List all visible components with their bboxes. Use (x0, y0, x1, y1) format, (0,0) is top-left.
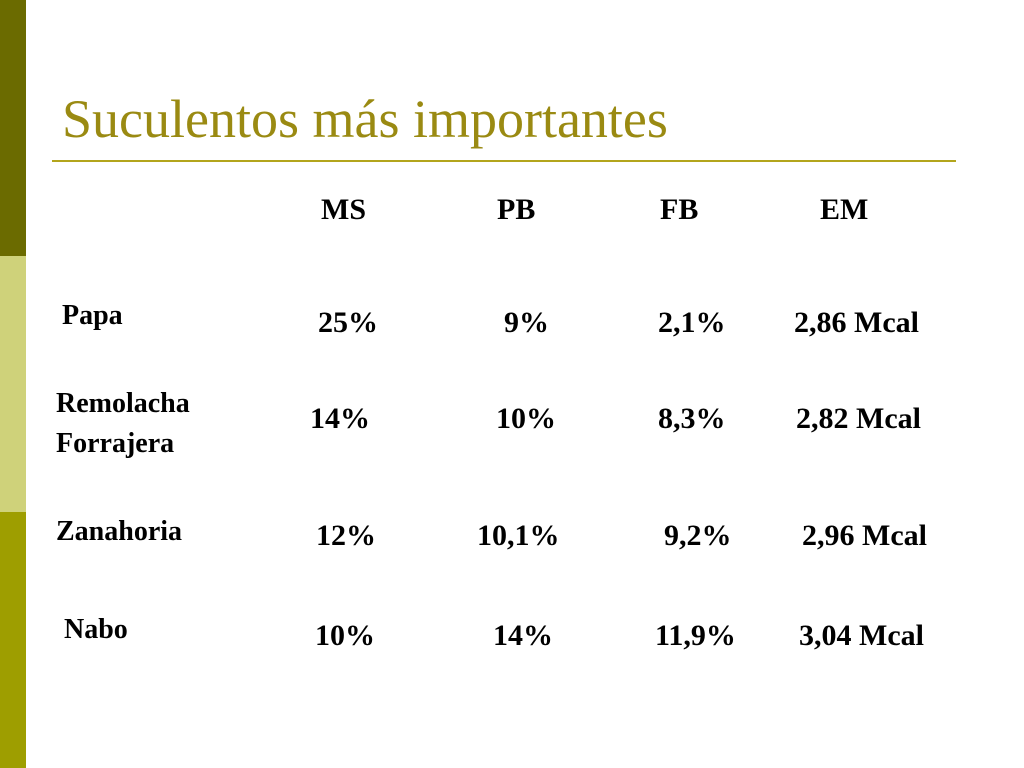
row-label-remolacha-line1: Remolacha (56, 388, 190, 419)
cell-zanahoria-em: 2,96 Mcal (802, 519, 927, 552)
row-label-papa: Papa (62, 300, 123, 331)
header-em: EM (820, 193, 869, 226)
cell-remolacha-em: 2,82 Mcal (796, 402, 921, 435)
cell-nabo-ms: 10% (315, 619, 375, 652)
title-underline (52, 160, 956, 162)
cell-papa-fb: 2,1% (658, 306, 726, 339)
sidebar-decoration (0, 0, 26, 768)
row-label-nabo: Nabo (64, 614, 128, 645)
cell-nabo-pb: 14% (493, 619, 553, 652)
sidebar-segment-top (0, 0, 26, 256)
cell-zanahoria-fb: 9,2% (664, 519, 732, 552)
row-label-zanahoria: Zanahoria (56, 516, 183, 547)
cell-nabo-fb: 11,9% (655, 619, 736, 652)
cell-zanahoria-ms: 12% (316, 519, 376, 552)
cell-remolacha-ms: 14% (310, 402, 370, 435)
header-ms: MS (321, 193, 366, 226)
header-pb: PB (497, 193, 536, 226)
slide-title: Suculentos más importantes (62, 89, 668, 149)
sidebar-segment-bottom (0, 512, 26, 768)
cell-nabo-em: 3,04 Mcal (799, 619, 924, 652)
header-fb: FB (660, 193, 699, 226)
cell-papa-pb: 9% (504, 306, 549, 339)
sidebar-segment-middle (0, 256, 26, 512)
row-label-remolacha-line2: Forrajera (56, 428, 175, 459)
cell-papa-em: 2,86 Mcal (794, 306, 919, 339)
cell-remolacha-fb: 8,3% (658, 402, 726, 435)
cell-papa-ms: 25% (318, 306, 378, 339)
cell-zanahoria-pb: 10,1% (477, 519, 560, 552)
cell-remolacha-pb: 10% (496, 402, 556, 435)
